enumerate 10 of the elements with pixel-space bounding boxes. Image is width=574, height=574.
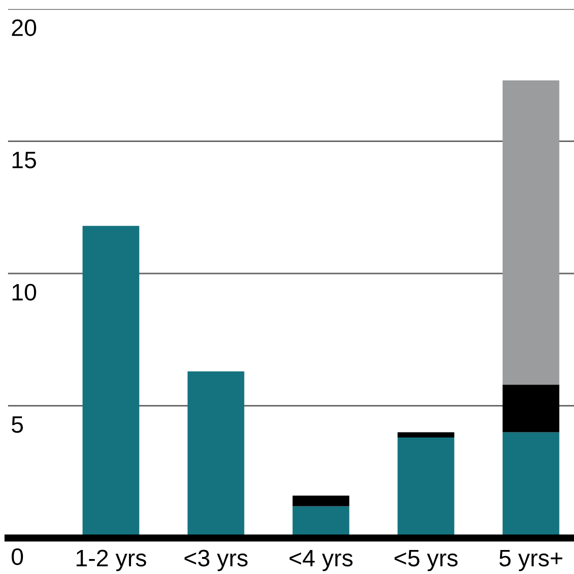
- x-tick-label: <4 yrs: [290, 550, 353, 572]
- y-tick-label: 15: [12, 152, 36, 168]
- x-tick-label: <5 yrs: [394, 550, 458, 572]
- y-tick-label: 5: [12, 416, 23, 433]
- y-tick-label: 10: [12, 284, 36, 301]
- x-tick-label: 1-2 yrs: [76, 550, 146, 572]
- x-tick-label: <3 yrs: [184, 550, 248, 572]
- y-tick-label: 0: [12, 548, 23, 566]
- x-tick-label: 5 yrs+: [499, 550, 562, 572]
- y-tick-label: 20: [12, 19, 36, 36]
